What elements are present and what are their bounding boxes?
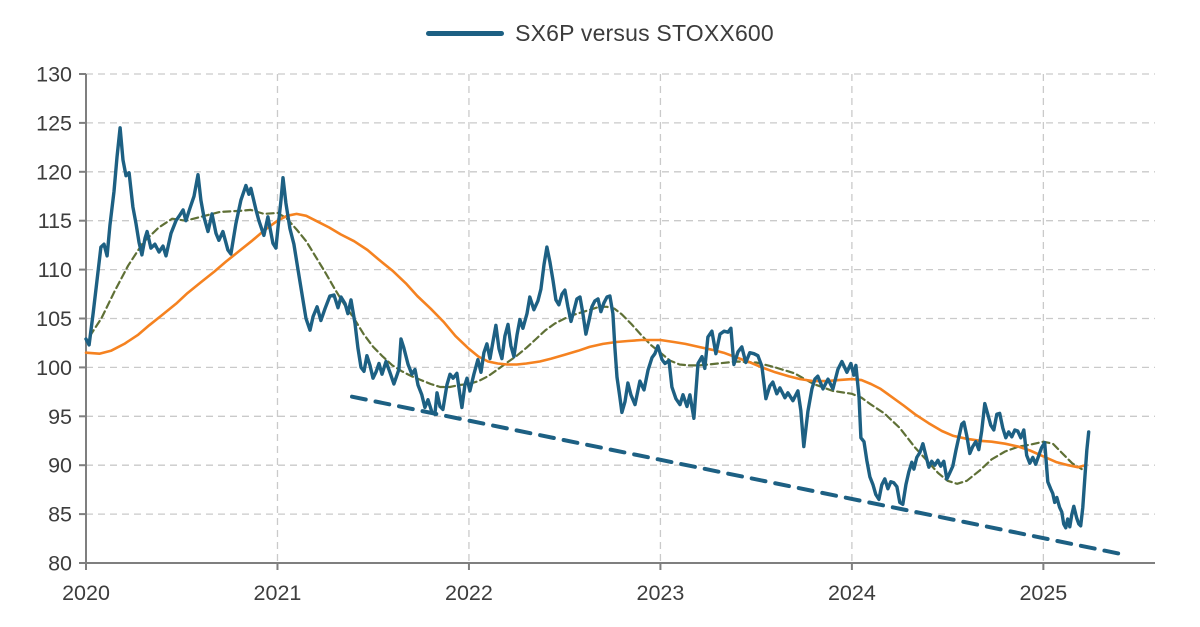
- axes: [79, 73, 1155, 570]
- y-tick-label: 100: [36, 356, 72, 380]
- x-tick-label: 2024: [828, 581, 876, 605]
- legend-label: SX6P versus STOXX600: [515, 20, 774, 46]
- y-tick-label: 115: [38, 209, 72, 233]
- y-tick-label: 105: [36, 307, 72, 331]
- y-tick-label: 130: [36, 63, 72, 87]
- series-sx6p-vs-stoxx600-ratio: [84, 126, 1091, 530]
- x-gridlines: [276, 74, 1045, 563]
- legend-line-sample: [426, 31, 505, 36]
- legend: SX6P versus STOXX600: [0, 20, 1200, 47]
- y-tick-label: 80: [48, 552, 72, 576]
- tick-labels: 130 125 120 115 110 105 100 95 90 85 80 2020 2021 202…: [36, 63, 1067, 606]
- x-tick-label: 2021: [254, 581, 302, 605]
- y-tick-label: 85: [48, 503, 72, 527]
- y-tick-label: 90: [48, 454, 72, 478]
- x-tick-label: 2020: [62, 581, 110, 605]
- y-gridlines: [86, 73, 1155, 515]
- x-tick-label: 2022: [445, 581, 493, 605]
- y-tick-label: 110: [38, 258, 72, 282]
- y-tick-label: 120: [36, 160, 72, 184]
- series-downtrend-line: [350, 394, 1129, 558]
- x-tick-label: 2023: [637, 581, 685, 605]
- series-moving-average-long: [84, 212, 1087, 469]
- y-tick-label: 95: [48, 405, 72, 429]
- x-tick-label: 2025: [1019, 581, 1067, 605]
- y-tick-label: 125: [36, 111, 72, 135]
